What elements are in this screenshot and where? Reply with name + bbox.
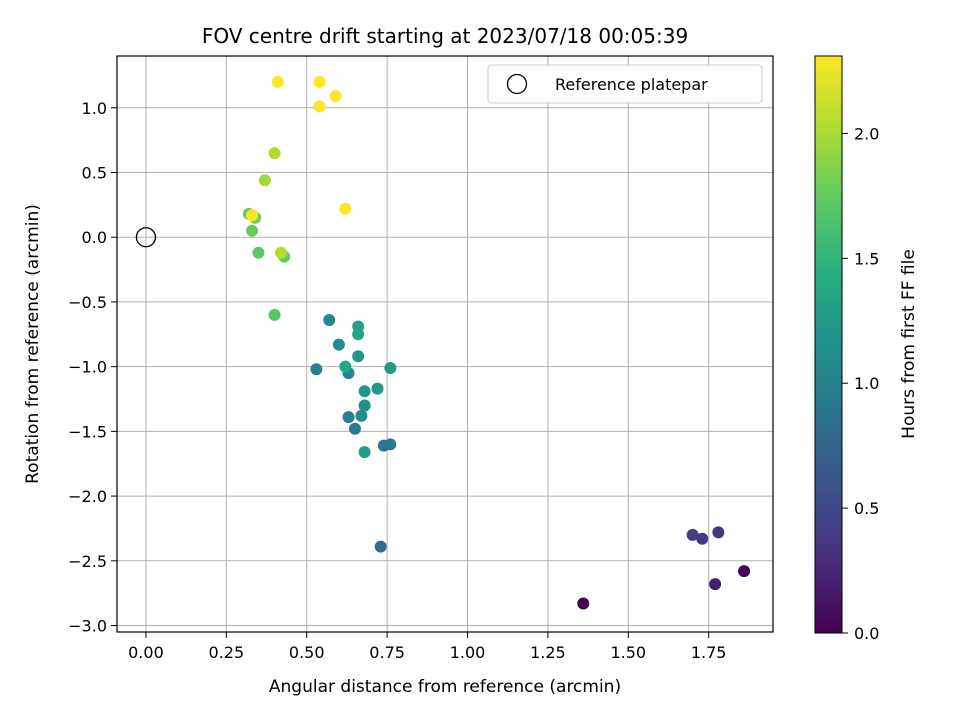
x-tick-label: 1.50 [610, 643, 646, 662]
data-point [686, 528, 699, 541]
reference-marker-group [135, 227, 157, 248]
data-point [371, 382, 384, 395]
y-axis-ticks: −3.0 −2.5 −2.0 −1.5 −1.0 −0.5 0.0 0.5 1.0 [68, 99, 117, 636]
data-point [352, 350, 365, 363]
data-point [313, 100, 326, 113]
y-axis-label: Rotation from reference (arcmin) [23, 204, 43, 484]
legend-box [487, 64, 763, 104]
legend-marker [506, 73, 528, 95]
x-tick-label: 0.00 [128, 643, 164, 662]
colorbar-tick-label: 0.0 [854, 624, 879, 643]
data-point [738, 565, 751, 578]
data-point [246, 209, 259, 222]
data-point [377, 439, 390, 452]
y-tick-label: −0.5 [68, 293, 107, 312]
colorbar-tick-label: 1.0 [854, 374, 879, 393]
y-tick-label: 0.5 [82, 163, 107, 182]
data-point [252, 246, 265, 259]
colorbar-label: Hours from first FF file [899, 249, 919, 439]
colorbar-tick-label: 1.5 [854, 249, 879, 268]
data-point [358, 399, 371, 412]
y-tick-label: −1.0 [68, 358, 107, 377]
data-point [384, 361, 397, 374]
data-point [313, 75, 326, 88]
legend-label: Reference platepar [555, 75, 708, 94]
data-point [355, 409, 368, 422]
x-tick-label: 1.00 [450, 643, 486, 662]
y-tick-label: −2.0 [68, 487, 107, 506]
x-axis-ticks: 0.00 0.25 0.50 0.75 1.00 1.25 1.50 1.75 [128, 632, 726, 662]
data-point [709, 578, 722, 591]
y-tick-label: −1.5 [68, 422, 107, 441]
data-point [339, 202, 352, 215]
x-tick-label: 1.75 [691, 643, 727, 662]
legend: Reference platepar [487, 64, 763, 104]
x-axis-label: Angular distance from reference (arcmin) [269, 677, 621, 697]
data-point [374, 540, 387, 553]
x-tick-label: 0.50 [289, 643, 325, 662]
data-point [332, 338, 345, 351]
data-point [275, 246, 287, 259]
reference-marker [135, 227, 157, 248]
x-tick-label: 0.75 [369, 643, 405, 662]
data-point [258, 174, 271, 187]
x-tick-label: 0.25 [209, 643, 245, 662]
data-point [268, 147, 281, 160]
data-point [348, 422, 361, 435]
x-tick-label: 1.25 [530, 643, 566, 662]
colorbar [814, 55, 843, 634]
y-tick-label: 0.0 [82, 228, 107, 247]
data-point [712, 526, 725, 539]
data-point [577, 597, 590, 610]
data-point [358, 385, 371, 398]
data-point [271, 75, 284, 88]
data-point [358, 446, 371, 459]
y-tick-label: 1.0 [82, 99, 107, 118]
data-point [342, 411, 355, 424]
data-point [352, 328, 365, 341]
grid-lines [117, 56, 773, 632]
data-point [329, 90, 342, 103]
colorbar-tick-label: 2.0 [854, 124, 879, 143]
colorbar-ticks: 0.0 0.5 1.0 1.5 2.0 [842, 124, 879, 643]
colorbar-tick-label: 0.5 [854, 499, 879, 518]
data-point [696, 532, 709, 545]
data-point [323, 314, 336, 327]
data-point [268, 308, 281, 321]
y-tick-label: −3.0 [68, 617, 107, 636]
y-tick-label: −2.5 [68, 552, 107, 571]
chart-title: FOV centre drift starting at 2023/07/18 … [202, 24, 688, 48]
data-point [246, 224, 259, 237]
data-point [339, 360, 352, 373]
data-point [310, 363, 323, 376]
data-points [242, 75, 751, 610]
plot-frame [116, 55, 774, 633]
